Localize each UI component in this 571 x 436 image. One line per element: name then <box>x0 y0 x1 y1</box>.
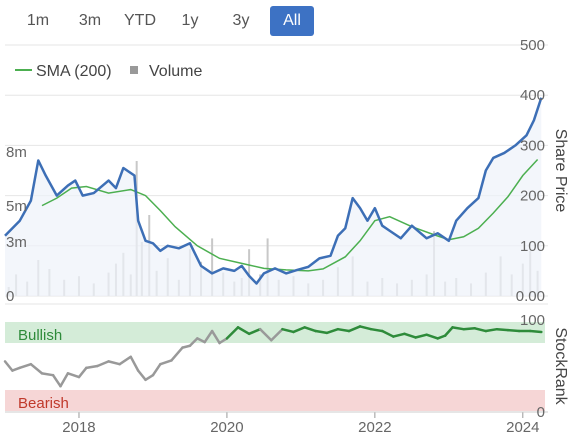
stockrank-line-segment <box>11 366 22 372</box>
stockrank-line-segment <box>118 355 133 366</box>
stockrank-line-segment <box>203 329 214 344</box>
stockrank-line-segment <box>151 362 162 377</box>
stockrank-line-segment <box>59 372 70 388</box>
stockrank-line-segment <box>484 327 499 333</box>
legend: SMA (200) Volume <box>15 63 202 80</box>
stockrank-line-segment <box>96 360 110 368</box>
stockrank-line-segment <box>381 329 395 338</box>
x-axis-tick-label: 2022 <box>358 419 391 436</box>
stockrank-line-segment <box>29 362 44 375</box>
range-3m-button[interactable]: 3m <box>78 12 102 29</box>
stockrank-line-segment <box>77 366 88 379</box>
price-axis-tick-label: 0.00 <box>516 288 545 305</box>
stockrank-line-segment <box>425 333 439 340</box>
stockrank-line-segment <box>292 326 306 334</box>
range-1y-button[interactable]: 1y <box>181 12 199 29</box>
stockrank-line-segment <box>473 327 488 333</box>
stockrank-line-segment <box>443 326 454 337</box>
stockrank-line-segment <box>66 372 81 379</box>
stockrank-line-segment <box>18 362 33 370</box>
stockrank-line-segment <box>303 326 317 333</box>
price-axis-tick-label: 100 <box>520 238 545 255</box>
stockrank-line-segment <box>144 373 155 382</box>
stockrank-line-segment <box>159 359 173 366</box>
stockrank-axis-tick-label: 0 <box>537 404 545 421</box>
stockrank-line-segment <box>40 372 55 377</box>
price-axis-tick-label: 400 <box>520 87 545 104</box>
volume-bar <box>266 238 269 296</box>
stockrank-line-segment <box>236 326 251 336</box>
stockrank-line-segment <box>403 332 417 339</box>
sma-line <box>41 158 539 272</box>
volume-axis-tick-label: 8m <box>6 144 27 161</box>
range-all-button[interactable]: All <box>270 6 314 36</box>
price-axis-tick-label: 500 <box>520 37 545 54</box>
stockrank-axis-tick-label: 100 <box>520 312 545 329</box>
stockrank-line-segment <box>451 326 465 331</box>
price-axis-tick-label: 200 <box>520 188 545 205</box>
x-axis-tick-label: 2018 <box>62 419 95 436</box>
stockrank-line-segment <box>325 327 340 335</box>
stockrank-line-segment <box>181 344 192 349</box>
stockrank-line-segment <box>414 333 428 339</box>
stockrank-line-segment <box>369 327 384 333</box>
axis-bg <box>548 45 571 296</box>
stockrank-line-segment <box>358 325 373 331</box>
stockrank-line-segment <box>218 337 229 345</box>
stockrank-line-segment <box>51 373 62 388</box>
bullish-zone <box>5 322 545 343</box>
stockrank-line-segment <box>107 360 121 366</box>
stockrank-line-segment <box>247 327 262 336</box>
price-area <box>5 97 542 297</box>
bullish-zone-label: Bullish <box>18 327 62 344</box>
stockrank-line-segment <box>281 327 295 334</box>
stockrank-axis-title: StockRank <box>552 327 569 405</box>
stockrank-line-segment <box>136 369 147 382</box>
bearish-zone <box>5 390 545 411</box>
stockrank-line-segment <box>347 325 362 333</box>
stockrank-line-segment <box>392 332 406 338</box>
x-axis-tick-label: 2020 <box>210 419 243 436</box>
x-axis-tick-label: 2024 <box>506 419 539 436</box>
range-ytd-button[interactable]: YTD <box>124 12 156 29</box>
stockrank-line-segment <box>528 329 543 334</box>
stockrank-line-segment <box>170 346 184 362</box>
range-selector: 1m 3m YTD 1y 3y All <box>0 0 571 40</box>
price-line <box>4 97 543 285</box>
stockrank-line-segment <box>3 360 14 372</box>
stockrank-line-segment <box>129 355 140 372</box>
stockrank-line-segment <box>462 327 476 331</box>
stockrank-line-segment <box>436 334 447 340</box>
stockrank-line-segment <box>225 326 240 340</box>
price-axis-tick-label: 300 <box>520 137 545 154</box>
range-3y-button[interactable]: 3y <box>232 12 250 29</box>
sma-legend-label[interactable]: SMA (200) <box>36 63 112 80</box>
stockrank-line-segment <box>270 327 284 342</box>
stockrank-line-segment <box>85 364 99 370</box>
volume-bar <box>211 238 214 296</box>
stockrank-line-segment <box>210 329 221 345</box>
volume-axis-tick-label: 0 <box>6 288 14 305</box>
range-1m-button[interactable]: 1m <box>26 12 50 29</box>
volume-axis-tick-label: 5m <box>6 198 27 215</box>
volume-bar <box>248 249 251 296</box>
volume-axis-tick-label: 3m <box>6 234 27 251</box>
bearish-zone-label: Bearish <box>18 395 69 412</box>
stockrank-line-segment <box>196 337 206 344</box>
stockrank-line-segment <box>258 327 273 342</box>
volume-legend-swatch <box>130 66 138 74</box>
stockrank-line-segment <box>314 329 329 335</box>
stockrank-line-segment <box>188 337 199 348</box>
stockrank-line-segment <box>506 328 521 333</box>
stockrank-line-segment <box>336 327 351 333</box>
volume-legend-label[interactable]: Volume <box>149 63 202 80</box>
price-axis-title: Share Price <box>552 129 569 213</box>
stockrank-line-segment <box>495 327 510 332</box>
